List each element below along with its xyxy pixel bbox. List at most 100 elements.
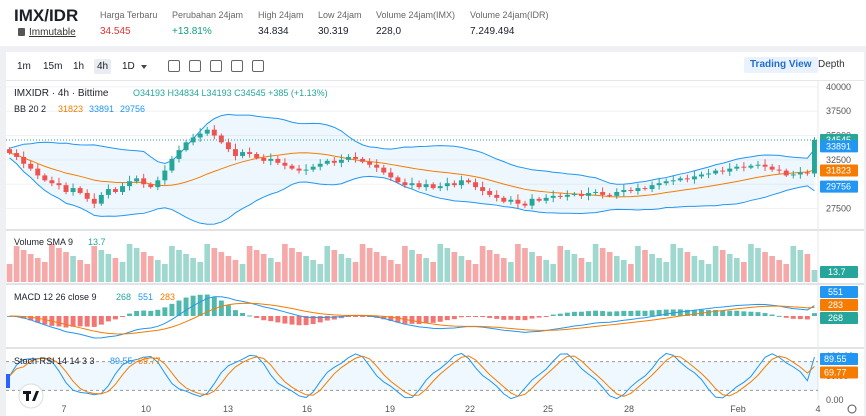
candle <box>691 170 697 184</box>
candle <box>628 187 634 194</box>
timeframe-1h[interactable]: 1h <box>73 61 85 72</box>
gear-icon[interactable] <box>210 60 222 72</box>
volume-bar <box>338 254 345 282</box>
macd-histogram-bar <box>769 314 775 316</box>
price-tick: 32500 <box>826 155 851 165</box>
volume-bar <box>606 252 613 282</box>
stoch-band <box>6 361 818 391</box>
volume-bar <box>444 248 451 282</box>
stat-label: Volume 24jam(IDR) <box>470 10 549 20</box>
candle <box>727 163 733 176</box>
macd-value: 551 <box>138 292 153 302</box>
volume-bar <box>529 252 535 282</box>
volume-bar <box>599 248 606 282</box>
candle <box>790 170 796 179</box>
volume-bar <box>712 246 719 282</box>
macd-histogram-bar <box>98 316 104 325</box>
coin-name-link[interactable]: Immutable <box>18 27 76 38</box>
volume-bar <box>232 260 239 282</box>
stat-value: +13.81% <box>172 26 212 37</box>
volume-bar <box>211 248 218 282</box>
candle <box>247 147 253 158</box>
macd-histogram-bar <box>402 316 408 324</box>
stat-3: Low 24jam 30.319 <box>318 10 362 37</box>
chart-canvas[interactable]: 4000037500350003250030000275003454533891… <box>6 80 864 416</box>
volume-bar <box>628 264 634 282</box>
macd-histogram-bar <box>105 316 111 322</box>
timeframe-4h[interactable]: 4h <box>94 59 112 74</box>
macd-histogram-bar <box>720 310 726 316</box>
macd-histogram-bar <box>586 311 591 316</box>
candle <box>77 186 83 195</box>
volume-bar <box>677 248 684 282</box>
candle <box>204 126 210 136</box>
tab-trading-view[interactable]: Trading View <box>744 57 818 73</box>
candle <box>586 187 591 201</box>
volume-bar <box>197 262 203 282</box>
candle <box>381 164 387 175</box>
candle <box>635 183 641 195</box>
stat-5: Volume 24jam(IDR) 7.249.494 <box>470 10 549 37</box>
candle <box>395 175 401 184</box>
line-chart-icon[interactable] <box>189 60 201 72</box>
candle <box>233 143 238 161</box>
stat-value: 30.319 <box>318 26 349 37</box>
macd-histogram-bar <box>713 309 719 316</box>
macd-badge-bg <box>820 312 858 324</box>
volume-bar <box>126 244 133 282</box>
volume-bar <box>63 252 69 282</box>
candle <box>105 184 111 199</box>
chevron-down-icon[interactable] <box>141 65 147 69</box>
macd-histogram-bar <box>91 316 97 327</box>
volume-bar <box>649 254 655 282</box>
macd-histogram-bar <box>593 310 599 316</box>
side-collapse-handle[interactable] <box>6 374 10 388</box>
tab-depth[interactable]: Depth <box>818 59 845 70</box>
macd-histogram-bar <box>35 316 41 323</box>
stat-value: 34.834 <box>258 26 289 37</box>
candle <box>56 177 62 190</box>
candle <box>614 188 620 199</box>
candle <box>416 180 422 190</box>
timeframe-1m[interactable]: 1m <box>17 61 31 72</box>
gear-icon[interactable] <box>847 404 857 414</box>
stoch-d-line <box>9 355 815 397</box>
macd-histogram-bar <box>706 310 712 316</box>
candle <box>49 176 55 187</box>
candle <box>360 156 366 164</box>
volume-bar <box>755 248 761 282</box>
stat-4: Volume 24jam(IMX) 228,0 <box>376 10 455 37</box>
candle <box>437 182 443 192</box>
volume-bar <box>571 254 578 282</box>
volume-bar <box>557 246 564 282</box>
candle <box>600 187 606 199</box>
candle <box>684 174 690 183</box>
pen-icon[interactable] <box>168 60 180 72</box>
bb-band-fill <box>9 114 815 225</box>
candle <box>564 190 570 201</box>
candle <box>176 145 182 163</box>
candle <box>466 178 471 184</box>
candle <box>515 194 521 209</box>
timeframe-15m[interactable]: 15m <box>43 61 63 72</box>
save-icon[interactable] <box>231 60 243 72</box>
volume-bar <box>98 250 105 282</box>
fullscreen-icon[interactable] <box>252 60 264 72</box>
volume-bar <box>345 258 352 282</box>
volume-bar <box>169 246 175 282</box>
candle <box>713 168 719 176</box>
candle <box>63 182 69 195</box>
volume-bar <box>719 250 726 282</box>
macd-histogram-bar <box>21 316 27 319</box>
date-label: 10 <box>141 404 151 414</box>
volume-bar <box>225 256 232 282</box>
candle <box>268 153 274 166</box>
candle <box>345 154 351 163</box>
timeframe-1D[interactable]: 1D <box>122 61 135 72</box>
stoch-badge-text: 69.77 <box>824 368 847 378</box>
stoch-value: 89.55 <box>110 356 133 366</box>
volume-bar <box>536 256 542 282</box>
stat-label: Volume 24jam(IMX) <box>376 10 456 20</box>
macd-histogram-bar <box>748 311 754 316</box>
candle <box>303 164 309 175</box>
